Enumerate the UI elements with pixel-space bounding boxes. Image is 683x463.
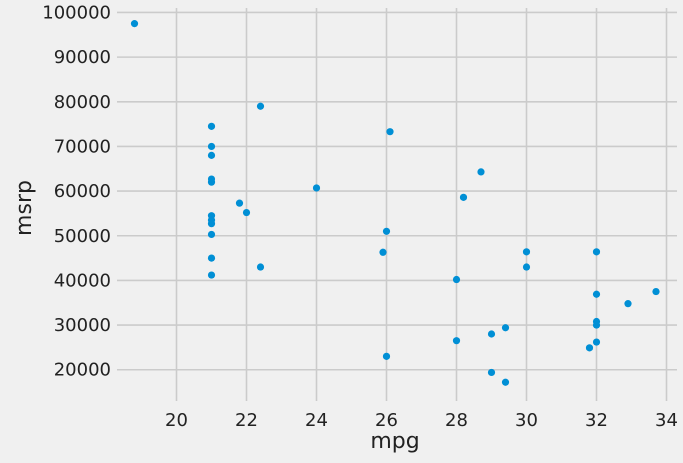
scatter-point <box>585 344 594 352</box>
scatter-point <box>386 128 394 136</box>
scatter-point <box>207 151 216 159</box>
scatter-point <box>207 178 216 186</box>
y-tick-labels: 20000 30000 40000 50000 60000 70000 80000 90000… <box>42 2 111 380</box>
x-tick-label: 20 <box>165 410 188 431</box>
y-tick-label: 30000 <box>54 315 111 336</box>
scatter-point <box>501 378 510 386</box>
y-tick-label: 60000 <box>54 181 111 202</box>
x-tick-label: 30 <box>515 410 538 431</box>
y-tick-label: 100000 <box>42 2 111 23</box>
y-tick-label: 40000 <box>54 270 111 291</box>
scatter-point <box>256 102 265 110</box>
y-tick-label: 50000 <box>54 226 111 247</box>
data-points <box>130 20 660 386</box>
scatter-point <box>652 287 660 296</box>
x-tick-label: 34 <box>655 410 678 431</box>
scatter-point <box>487 368 496 377</box>
scatter-point <box>207 220 216 228</box>
scatter-point <box>256 263 265 271</box>
scatter-point <box>207 271 216 279</box>
scatter-point <box>130 20 139 28</box>
scatter-point <box>522 263 531 271</box>
scatter-point <box>592 338 601 346</box>
scatter-point <box>459 193 468 201</box>
scatter-point <box>207 254 216 262</box>
scatter-point <box>207 122 216 130</box>
x-tick-label: 32 <box>585 410 608 431</box>
y-tick-label: 80000 <box>54 92 111 113</box>
scatter-point <box>379 248 387 256</box>
x-tick-label: 24 <box>305 410 328 431</box>
scatter-point <box>522 248 531 256</box>
y-tick-label: 90000 <box>54 47 111 68</box>
scatter-point <box>312 184 321 192</box>
scatter-point <box>592 290 601 298</box>
scatter-point <box>242 208 251 217</box>
x-tick-label: 22 <box>235 410 258 431</box>
scatter-point <box>592 248 601 256</box>
x-axis-label: mpg <box>370 429 419 454</box>
scatter-point <box>235 199 244 207</box>
scatter-point <box>382 227 391 235</box>
x-tick-label: 26 <box>375 410 398 431</box>
scatter-point <box>452 337 461 345</box>
y-tick-label: 20000 <box>54 360 111 381</box>
scatter-point <box>382 352 391 360</box>
scatter-point <box>501 324 510 332</box>
x-tick-labels: 20 22 24 26 28 30 32 34 <box>165 410 678 431</box>
y-tick-label: 70000 <box>54 136 111 157</box>
scatter-point <box>207 230 216 239</box>
scatter-point <box>592 321 601 329</box>
scatter-point <box>624 300 632 308</box>
scatter-point <box>452 275 461 284</box>
y-axis-label: msrp <box>12 180 37 236</box>
scatter-point <box>477 168 485 176</box>
x-tick-label: 28 <box>445 410 468 431</box>
scatter-point <box>207 142 216 151</box>
scatter-point <box>487 330 496 338</box>
